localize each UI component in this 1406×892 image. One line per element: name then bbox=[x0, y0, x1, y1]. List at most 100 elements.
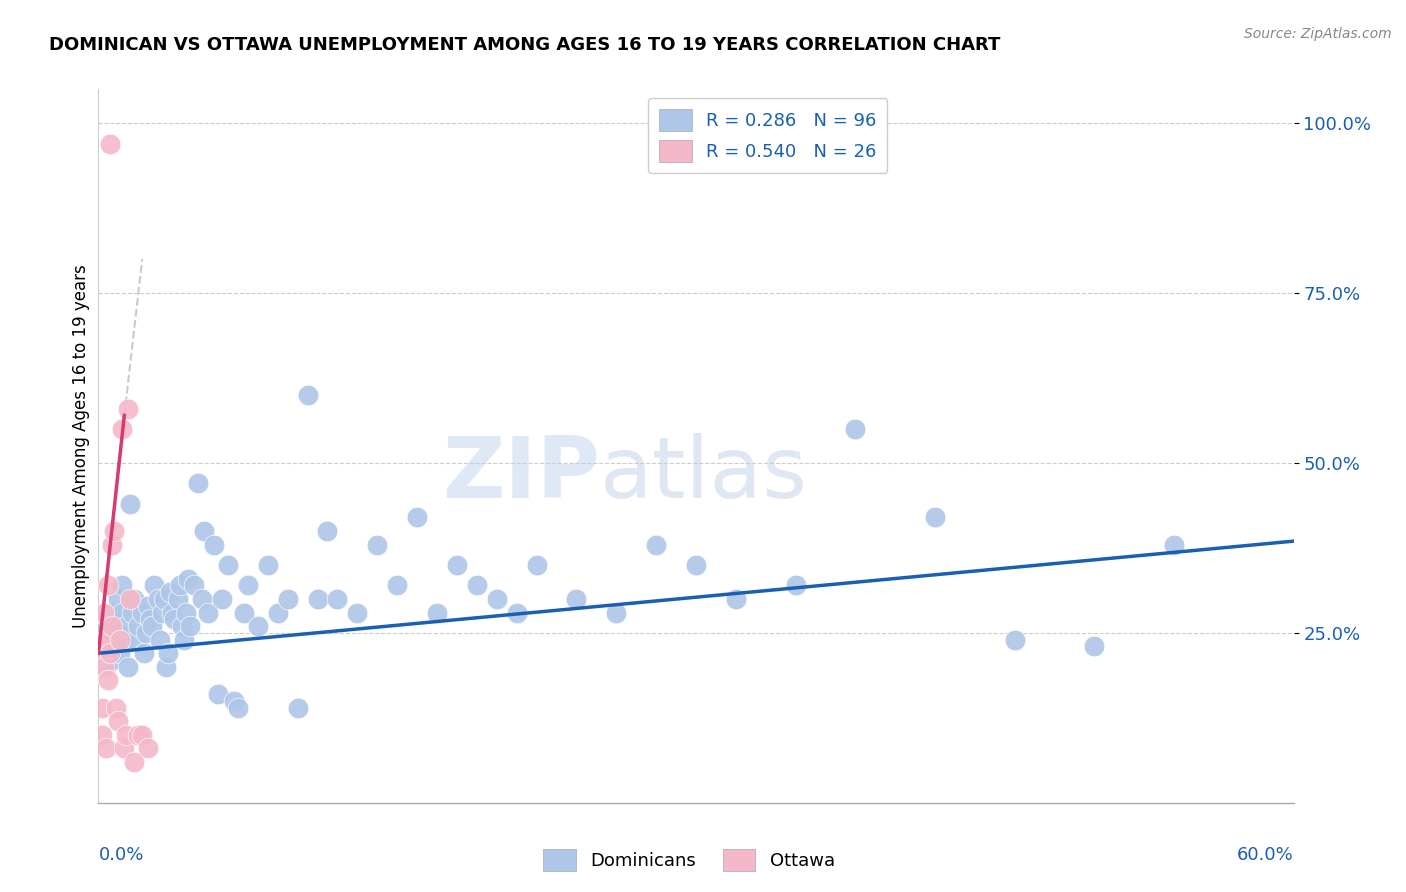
Point bbox=[485, 591, 508, 606]
Point bbox=[127, 728, 149, 742]
Point bbox=[125, 632, 148, 647]
Point bbox=[117, 660, 139, 674]
Point bbox=[226, 700, 249, 714]
Text: 60.0%: 60.0% bbox=[1237, 846, 1294, 863]
Point bbox=[446, 558, 468, 572]
Point bbox=[111, 422, 134, 436]
Point bbox=[645, 537, 668, 551]
Point bbox=[111, 578, 134, 592]
Point bbox=[277, 591, 299, 606]
Point bbox=[605, 606, 627, 620]
Point bbox=[103, 524, 125, 538]
Point bbox=[112, 741, 135, 756]
Point bbox=[565, 591, 588, 606]
Point bbox=[103, 632, 125, 647]
Point bbox=[97, 578, 120, 592]
Point bbox=[316, 524, 339, 538]
Point bbox=[724, 591, 747, 606]
Point bbox=[173, 632, 195, 647]
Point bbox=[385, 578, 409, 592]
Point bbox=[307, 591, 329, 606]
Point bbox=[136, 599, 159, 613]
Text: Source: ZipAtlas.com: Source: ZipAtlas.com bbox=[1244, 27, 1392, 41]
Point bbox=[96, 660, 118, 674]
Point bbox=[135, 626, 157, 640]
Point bbox=[98, 136, 122, 151]
Point bbox=[844, 422, 866, 436]
Point bbox=[107, 626, 129, 640]
Point bbox=[506, 606, 529, 620]
Point bbox=[267, 606, 290, 620]
Point bbox=[1083, 640, 1105, 654]
Point bbox=[326, 591, 349, 606]
Text: atlas: atlas bbox=[600, 433, 808, 516]
Point bbox=[217, 558, 239, 572]
Point bbox=[256, 558, 278, 572]
Point bbox=[1004, 632, 1026, 647]
Point bbox=[93, 626, 115, 640]
Point bbox=[465, 578, 488, 592]
Point bbox=[97, 646, 120, 660]
Point bbox=[160, 606, 183, 620]
Y-axis label: Unemployment Among Ages 16 to 19 years: Unemployment Among Ages 16 to 19 years bbox=[72, 264, 90, 628]
Point bbox=[167, 591, 190, 606]
Point bbox=[202, 537, 225, 551]
Point bbox=[115, 728, 138, 742]
Point bbox=[91, 728, 114, 742]
Point bbox=[93, 660, 115, 674]
Point bbox=[120, 497, 142, 511]
Point bbox=[426, 606, 449, 620]
Point bbox=[174, 606, 197, 620]
Point bbox=[287, 700, 309, 714]
Point bbox=[406, 510, 429, 524]
Point bbox=[91, 700, 114, 714]
Point bbox=[124, 755, 146, 769]
Point bbox=[103, 619, 125, 633]
Point bbox=[101, 619, 124, 633]
Point bbox=[101, 606, 124, 620]
Legend: Dominicans, Ottawa: Dominicans, Ottawa bbox=[536, 842, 842, 879]
Point bbox=[193, 524, 215, 538]
Point bbox=[157, 646, 180, 660]
Point bbox=[159, 585, 181, 599]
Point bbox=[97, 632, 120, 647]
Point bbox=[246, 619, 269, 633]
Point bbox=[526, 558, 548, 572]
Point bbox=[366, 537, 388, 551]
Point bbox=[143, 578, 166, 592]
Point bbox=[115, 619, 138, 633]
Point bbox=[183, 578, 205, 592]
Point bbox=[232, 606, 254, 620]
Point bbox=[179, 619, 201, 633]
Point bbox=[134, 646, 156, 660]
Point bbox=[136, 741, 159, 756]
Point bbox=[139, 612, 162, 626]
Point bbox=[346, 606, 368, 620]
Point bbox=[93, 640, 115, 654]
Point bbox=[222, 694, 245, 708]
Point bbox=[97, 673, 120, 688]
Text: ZIP: ZIP bbox=[443, 433, 600, 516]
Point bbox=[153, 591, 176, 606]
Point bbox=[211, 591, 233, 606]
Point bbox=[155, 660, 177, 674]
Point bbox=[297, 388, 319, 402]
Point bbox=[785, 578, 807, 592]
Point bbox=[105, 700, 128, 714]
Point bbox=[685, 558, 707, 572]
Point bbox=[96, 741, 118, 756]
Point bbox=[924, 510, 946, 524]
Point bbox=[107, 591, 129, 606]
Point bbox=[98, 646, 122, 660]
Point bbox=[101, 537, 124, 551]
Point bbox=[236, 578, 259, 592]
Point bbox=[105, 640, 128, 654]
Point bbox=[187, 476, 209, 491]
Point bbox=[117, 401, 139, 416]
Text: DOMINICAN VS OTTAWA UNEMPLOYMENT AMONG AGES 16 TO 19 YEARS CORRELATION CHART: DOMINICAN VS OTTAWA UNEMPLOYMENT AMONG A… bbox=[49, 36, 1001, 54]
Point bbox=[89, 646, 111, 660]
Point bbox=[110, 632, 132, 647]
Point bbox=[177, 572, 200, 586]
Point bbox=[148, 591, 170, 606]
Point bbox=[111, 606, 134, 620]
